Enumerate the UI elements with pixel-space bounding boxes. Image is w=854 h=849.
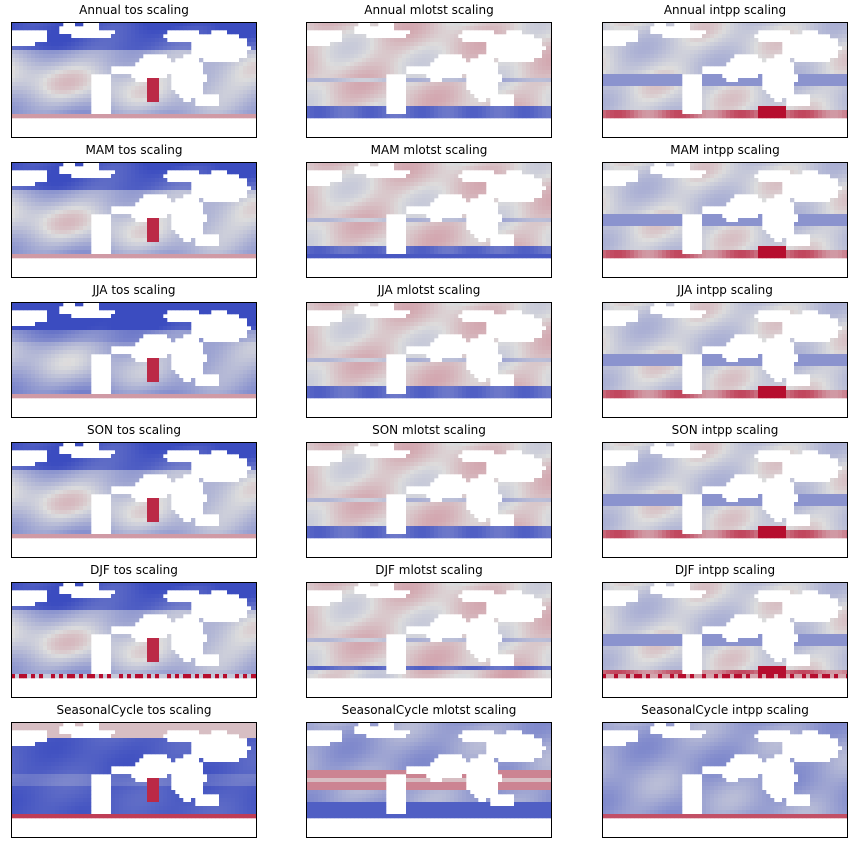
heatmap-cells [602, 582, 848, 679]
map-frame [602, 582, 848, 698]
heatmap-cells [11, 722, 257, 819]
heatmap-tos [11, 582, 257, 698]
map-frame [11, 22, 257, 138]
map-frame [602, 302, 848, 418]
panel-title: SON mlotst scaling [372, 423, 486, 437]
heatmap-cells [306, 302, 552, 399]
heatmap-mlotst [306, 442, 552, 558]
heatmap-tos [11, 442, 257, 558]
heatmap-cells [11, 582, 257, 679]
map-frame [306, 162, 552, 278]
map-frame [306, 722, 552, 838]
map-frame [602, 22, 848, 138]
heatmap-cells [602, 302, 848, 399]
heatmap-intpp [602, 302, 848, 418]
map-frame [11, 162, 257, 278]
heatmap-mlotst [306, 582, 552, 698]
panel-title: JJA tos scaling [92, 283, 176, 297]
heatmap-cells [11, 302, 257, 399]
panel-title: DJF intpp scaling [674, 563, 776, 577]
heatmap-mlotst [306, 302, 552, 418]
map-frame [11, 722, 257, 838]
heatmap-intpp [602, 162, 848, 278]
heatmap-cells [602, 162, 848, 259]
panel-title: Annual intpp scaling [663, 3, 787, 17]
map-frame [602, 722, 848, 838]
map-frame [11, 582, 257, 698]
heatmap-tos [11, 22, 257, 138]
heatmap-cells [306, 722, 552, 819]
panel-title: DJF mlotst scaling [375, 563, 483, 577]
panel-title: MAM tos scaling [85, 143, 183, 157]
panel-title: SeasonalCycle mlotst scaling [341, 703, 517, 717]
panel-title: MAM intpp scaling [670, 143, 780, 157]
panel-title: DJF tos scaling [90, 563, 178, 577]
heatmap-intpp [602, 582, 848, 698]
heatmap-cells [602, 442, 848, 539]
heatmap-cells [306, 442, 552, 539]
panel-title: SON tos scaling [86, 423, 182, 437]
map-frame [306, 22, 552, 138]
heatmap-tos [11, 302, 257, 418]
panel-title: JJA mlotst scaling [377, 283, 481, 297]
heatmap-mlotst [306, 722, 552, 838]
map-frame [602, 162, 848, 278]
heatmap-cells [602, 22, 848, 119]
map-frame [11, 302, 257, 418]
heatmap-cells [11, 162, 257, 259]
panel-title: Annual mlotst scaling [364, 3, 494, 17]
panel-title: MAM mlotst scaling [370, 143, 488, 157]
heatmap-intpp [602, 22, 848, 138]
heatmap-mlotst [306, 162, 552, 278]
heatmap-intpp [602, 722, 848, 838]
map-frame [11, 442, 257, 558]
panel-title: SeasonalCycle intpp scaling [641, 703, 809, 717]
heatmap-mlotst [306, 22, 552, 138]
heatmap-tos [11, 722, 257, 838]
heatmap-cells [11, 442, 257, 539]
panel-title: SON intpp scaling [671, 423, 779, 437]
map-frame [306, 442, 552, 558]
panel-title: Annual tos scaling [79, 3, 189, 17]
panel-title: SeasonalCycle tos scaling [56, 703, 212, 717]
heatmap-intpp [602, 442, 848, 558]
heatmap-cells [306, 162, 552, 259]
map-frame [306, 302, 552, 418]
map-frame [602, 442, 848, 558]
heatmap-tos [11, 162, 257, 278]
panel-title: JJA intpp scaling [677, 283, 773, 297]
map-frame [306, 582, 552, 698]
heatmap-cells [602, 722, 848, 819]
